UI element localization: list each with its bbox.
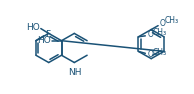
Text: HO: HO <box>26 23 40 32</box>
Text: NH: NH <box>68 68 82 77</box>
Text: CH₃: CH₃ <box>152 48 166 57</box>
Text: HO: HO <box>37 36 51 45</box>
Text: CH₃: CH₃ <box>165 16 179 25</box>
Text: CH₃: CH₃ <box>152 28 166 37</box>
Text: F: F <box>45 30 50 39</box>
Text: O: O <box>147 30 153 39</box>
Text: O: O <box>147 50 153 59</box>
Text: O: O <box>160 19 166 28</box>
